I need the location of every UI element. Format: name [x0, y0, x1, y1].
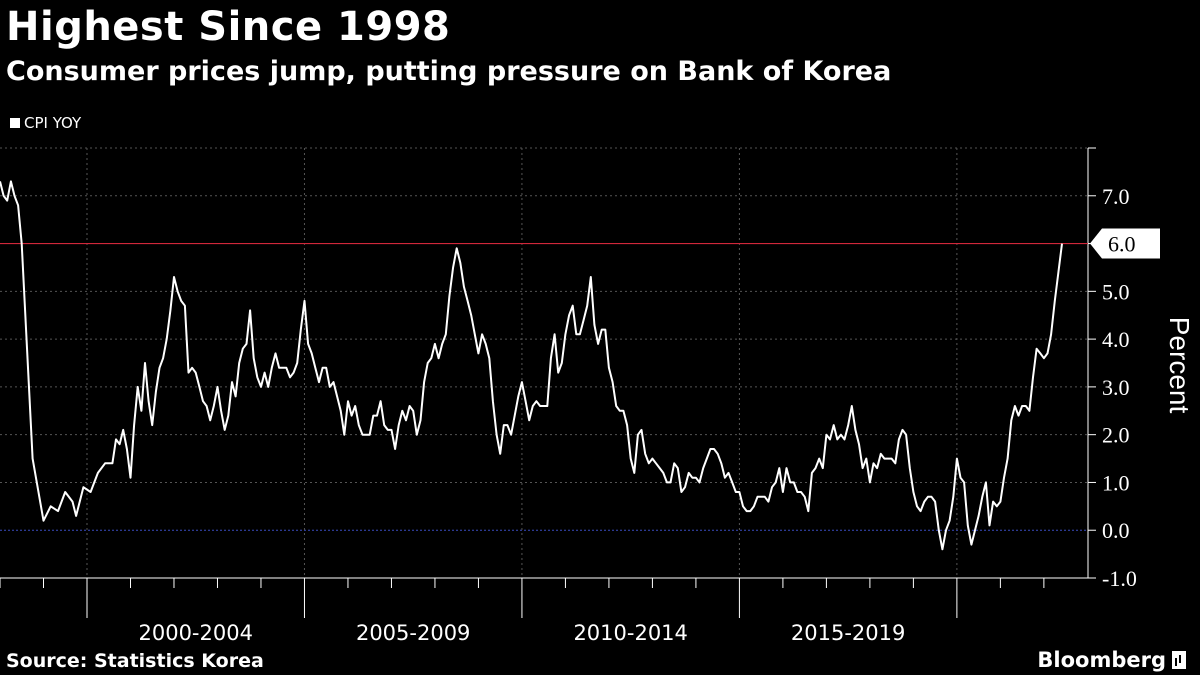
chart-title: Highest Since 1998: [6, 4, 451, 50]
legend-label: CPI YOY: [24, 114, 82, 132]
reference-flag-label: 6.0: [1108, 232, 1136, 257]
y-tick-label: 5.0: [1102, 279, 1130, 304]
x-axis: 2000-2004 2005-2009 2010-2014 2015-2019: [0, 577, 1088, 645]
legend: CPI YOY: [10, 114, 81, 132]
y-tick-label: 7.0: [1102, 184, 1130, 209]
y-axis-title: Percent: [1164, 317, 1195, 414]
reference-line: 6.0: [0, 228, 1160, 259]
brand-logo: Bloomberg: [1037, 648, 1186, 672]
series-layer: [0, 180, 1063, 551]
y-tick-label: 0.0: [1102, 518, 1130, 543]
reference-flag: [1090, 228, 1160, 259]
chart-subtitle: Consumer prices jump, putting pressure o…: [6, 56, 892, 87]
y-tick-label: 1.0: [1102, 470, 1130, 495]
y-tick-label: 4.0: [1102, 327, 1130, 352]
legend-swatch: [10, 118, 20, 128]
x-period-label: 2005-2009: [356, 621, 470, 645]
x-period-label: 2010-2014: [573, 621, 687, 645]
y-axis: 7.0 5.0 4.0 3.0 2.0 1.0 0.0 -1.0: [1087, 147, 1137, 591]
y-tick-label: 2.0: [1102, 423, 1130, 448]
x-period-label: 2000-2004: [138, 621, 252, 645]
grid-lines: [0, 147, 1088, 579]
source-note: Source: Statistics Korea: [6, 650, 264, 672]
y-tick-label: -1.0: [1102, 566, 1137, 591]
series-line-cpi-yoy: [0, 180, 1063, 551]
bloomberg-terminal-icon: [1172, 651, 1186, 669]
brand-name: Bloomberg: [1037, 648, 1166, 672]
x-period-label: 2015-2019: [791, 621, 905, 645]
y-tick-label: 3.0: [1102, 375, 1130, 400]
